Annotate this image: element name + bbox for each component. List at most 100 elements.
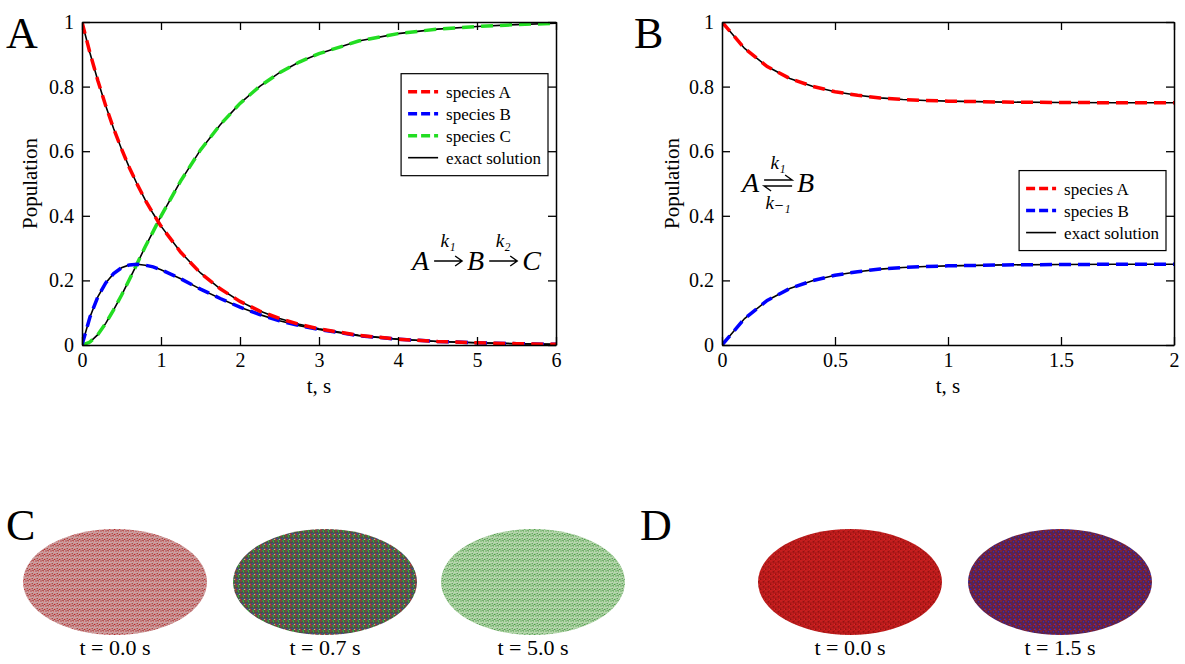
panel-letter: B xyxy=(634,9,663,58)
tick xyxy=(161,22,162,30)
tick-mark xyxy=(1166,216,1174,217)
tick: 0.6 xyxy=(49,140,90,162)
snapshot-panel: Dt = 0.0 s t = 1.5 s xyxy=(640,501,1152,660)
arrow xyxy=(489,256,517,266)
series-line xyxy=(82,23,556,345)
tick: 0.8 xyxy=(689,76,730,98)
tick: 4 xyxy=(394,337,404,371)
plot-area xyxy=(722,22,1174,345)
axis-line xyxy=(1174,23,1176,346)
species-label: B xyxy=(797,167,814,198)
tick-mark xyxy=(240,337,241,345)
axis xyxy=(1166,23,1175,346)
legend-swatch xyxy=(408,90,438,94)
tick xyxy=(548,22,556,23)
tick-mark xyxy=(319,22,320,30)
reaction-scheme: Ak₋₁k₁B xyxy=(740,152,814,213)
plot-lines xyxy=(82,22,556,345)
tick-label: 0.5 xyxy=(823,349,848,371)
tick-mark xyxy=(240,22,241,30)
axis-line xyxy=(82,23,84,346)
rate-label: k₋₁ xyxy=(766,192,791,213)
rate-label: k₁ xyxy=(441,230,456,251)
snapshot-caption: t = 1.5 s xyxy=(1024,635,1095,660)
tick-mark xyxy=(161,337,162,345)
series-line xyxy=(722,22,1174,103)
legend-swatch xyxy=(1026,209,1056,213)
particle-snapshot xyxy=(441,529,625,635)
tick: 0.4 xyxy=(49,205,90,227)
plot-area xyxy=(82,22,556,345)
legend-label: species A xyxy=(446,83,511,102)
tick-mark xyxy=(398,337,399,345)
tick-mark xyxy=(1166,345,1174,346)
tick-label: 6 xyxy=(552,349,562,371)
legend: species Aspecies Bexact solution xyxy=(1019,171,1166,251)
tick-label: 1.5 xyxy=(1049,349,1074,371)
tick-mark xyxy=(82,22,90,23)
tick-mark xyxy=(1061,337,1062,345)
tick-mark xyxy=(82,216,90,217)
tick xyxy=(240,22,241,30)
tick-mark xyxy=(722,280,730,281)
tick-mark xyxy=(161,22,162,30)
axis-line xyxy=(722,23,724,346)
tick-mark xyxy=(82,151,90,152)
snapshot-caption: t = 0.0 s xyxy=(79,635,150,660)
species-label: A xyxy=(410,245,430,276)
panel-letter: A xyxy=(6,9,38,58)
tick: 1 xyxy=(704,11,730,33)
axis: 0123456 xyxy=(78,337,562,371)
legend-swatch xyxy=(408,112,438,116)
particle-snapshot xyxy=(233,529,417,635)
tick-mark xyxy=(548,280,556,281)
legend-label: species C xyxy=(446,127,511,146)
tick-label: 0 xyxy=(64,334,74,356)
tick-label: 0 xyxy=(718,349,728,371)
arrow xyxy=(764,175,792,180)
tick-mark xyxy=(1166,280,1174,281)
tick-mark xyxy=(548,216,556,217)
tick-label: 0 xyxy=(78,349,88,371)
tick: 0 xyxy=(64,334,90,356)
axis: 00.20.40.60.81 xyxy=(49,11,90,356)
tick-label: 5 xyxy=(473,349,483,371)
tick: 0.6 xyxy=(689,140,730,162)
tick-label: 3 xyxy=(315,349,325,371)
axis: 00.511.52 xyxy=(718,337,1180,371)
tick xyxy=(548,216,556,217)
tick-mark xyxy=(948,22,949,30)
tick-mark xyxy=(1061,22,1062,30)
snapshot-caption: t = 0.7 s xyxy=(289,635,360,660)
legend-box xyxy=(1019,171,1166,251)
tick xyxy=(477,22,478,30)
series-line xyxy=(82,22,556,344)
series-line xyxy=(722,22,1174,103)
panel-letter: C xyxy=(6,501,35,550)
plot-lines xyxy=(722,22,1174,345)
arrow xyxy=(434,256,462,266)
tick-label: 0.2 xyxy=(689,269,714,291)
tick xyxy=(548,87,556,88)
tick-mark xyxy=(722,216,730,217)
tick xyxy=(398,22,399,30)
legend: species Aspecies Bspecies Cexact solutio… xyxy=(401,74,548,176)
axis: 0 0.2 0.4 0.6 0.8 1 xyxy=(689,11,730,356)
species-label: A xyxy=(740,167,760,198)
tick-mark xyxy=(548,22,556,23)
tick-label: 0.8 xyxy=(689,76,714,98)
tick-mark xyxy=(835,337,836,345)
tick-mark xyxy=(722,22,730,23)
legend-swatch xyxy=(408,134,438,138)
tick-label: 0.2 xyxy=(49,269,74,291)
tick xyxy=(1166,22,1174,23)
tick: 0.4 xyxy=(689,205,730,227)
tick-mark xyxy=(948,337,949,345)
tick-label: 0.6 xyxy=(689,140,714,162)
panel-letter: D xyxy=(640,501,672,550)
tick: 0 xyxy=(704,334,730,356)
tick-label: 0 xyxy=(704,334,714,356)
snapshot-caption: t = 0.0 s xyxy=(814,635,885,660)
tick-label: 4 xyxy=(394,349,404,371)
tick-label: 0.6 xyxy=(49,140,74,162)
